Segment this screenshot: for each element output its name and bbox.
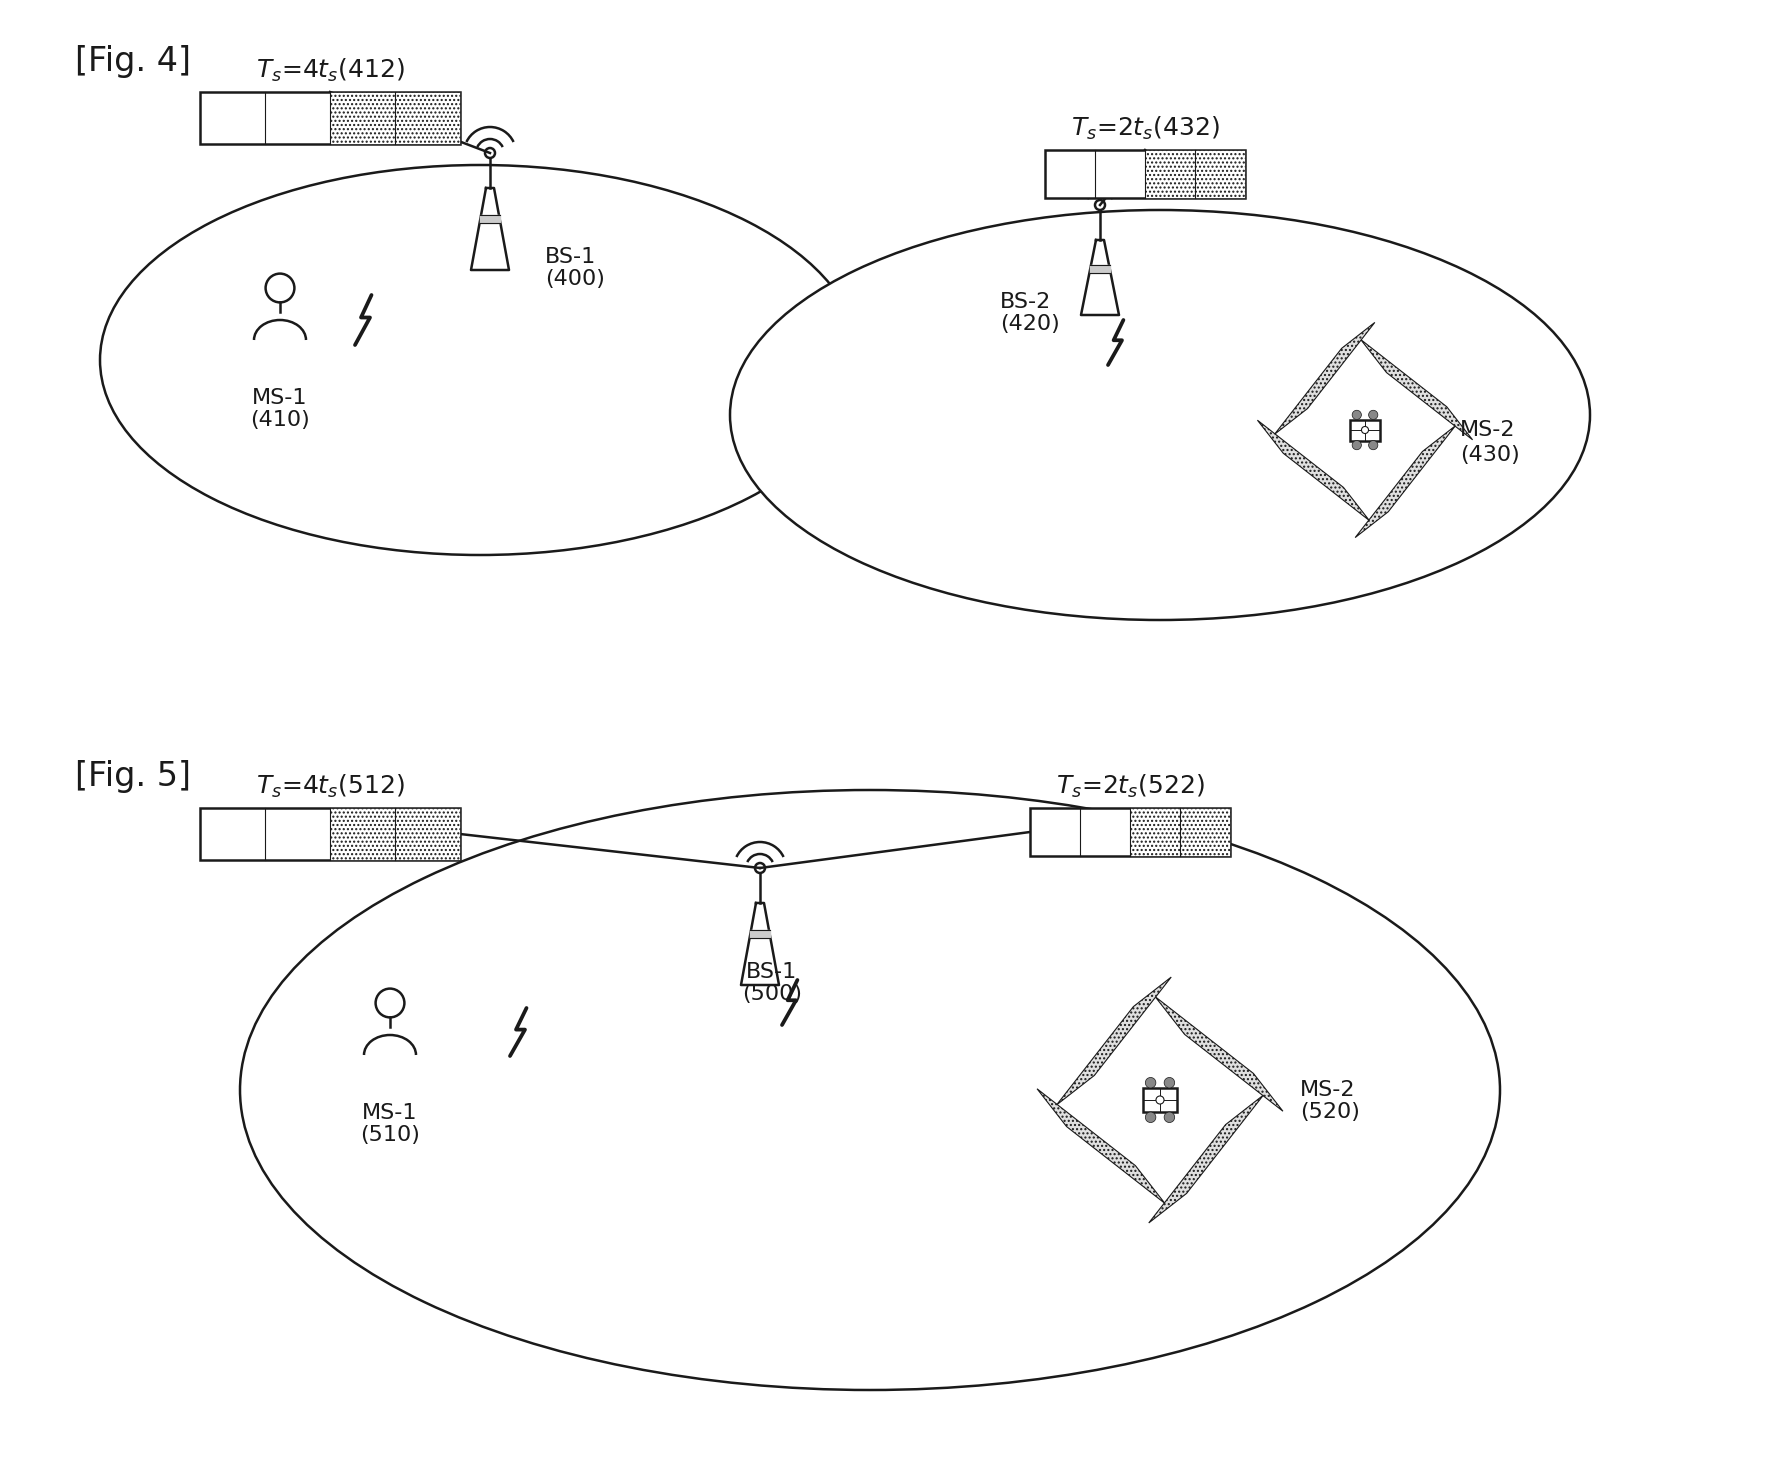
Bar <box>395 92 460 145</box>
Text: $T_s$=2$t_s$(522): $T_s$=2$t_s$(522) <box>1055 772 1204 800</box>
Text: $T_s$=2$t_s$(432): $T_s$=2$t_s$(432) <box>1071 115 1220 142</box>
Text: $T_s$=4$t_s$(412): $T_s$=4$t_s$(412) <box>255 57 404 85</box>
Text: (500): (500) <box>742 984 802 1004</box>
Circle shape <box>1368 441 1377 450</box>
Polygon shape <box>742 902 779 986</box>
Text: MS-1: MS-1 <box>253 388 308 407</box>
Polygon shape <box>1081 239 1119 315</box>
Bar <box>1044 150 1244 199</box>
Bar <box>200 807 460 860</box>
Bar <box>1143 1088 1177 1113</box>
Polygon shape <box>1149 1095 1264 1223</box>
Bar <box>329 92 395 145</box>
Polygon shape <box>1057 977 1172 1105</box>
Text: MS-2: MS-2 <box>1299 1080 1356 1099</box>
Polygon shape <box>1361 340 1473 439</box>
Bar <box>1145 150 1195 199</box>
Text: (420): (420) <box>1000 314 1060 334</box>
Circle shape <box>1361 426 1368 434</box>
Polygon shape <box>1156 997 1283 1111</box>
Text: (430): (430) <box>1460 445 1520 464</box>
Text: $T_s$=4$t_s$(512): $T_s$=4$t_s$(512) <box>255 772 404 800</box>
Circle shape <box>375 988 404 1018</box>
Circle shape <box>1352 410 1361 419</box>
Circle shape <box>1145 1113 1156 1123</box>
Text: BS-1: BS-1 <box>545 247 596 267</box>
Polygon shape <box>1037 1089 1165 1203</box>
Polygon shape <box>480 215 499 223</box>
Circle shape <box>485 147 496 158</box>
Text: MS-2: MS-2 <box>1460 420 1515 439</box>
Text: [Fig. 5]: [Fig. 5] <box>74 761 191 793</box>
Ellipse shape <box>729 210 1589 620</box>
Text: (520): (520) <box>1299 1102 1359 1121</box>
Bar <box>329 807 395 860</box>
Bar <box>1181 807 1230 856</box>
Ellipse shape <box>241 790 1499 1390</box>
Text: BS-1: BS-1 <box>747 962 798 983</box>
Polygon shape <box>1090 264 1110 273</box>
Text: BS-2: BS-2 <box>1000 292 1051 312</box>
Bar <box>1195 150 1244 199</box>
Text: (510): (510) <box>359 1126 419 1145</box>
Circle shape <box>1145 1077 1156 1088</box>
Circle shape <box>1368 410 1377 419</box>
Bar <box>1129 807 1181 856</box>
Polygon shape <box>471 188 510 270</box>
Polygon shape <box>1257 420 1370 521</box>
Text: MS-1: MS-1 <box>363 1102 418 1123</box>
Polygon shape <box>1274 323 1375 434</box>
Bar <box>1351 419 1379 441</box>
Ellipse shape <box>99 165 860 555</box>
Polygon shape <box>1356 426 1455 537</box>
Bar <box>1030 807 1230 856</box>
Bar <box>200 92 460 145</box>
Bar <box>395 807 460 860</box>
Text: [Fig. 4]: [Fig. 4] <box>74 45 191 77</box>
Text: (410): (410) <box>250 410 310 431</box>
Circle shape <box>1156 1096 1165 1104</box>
Text: (400): (400) <box>545 269 605 289</box>
Circle shape <box>1096 200 1104 210</box>
Circle shape <box>266 273 294 302</box>
Polygon shape <box>750 930 770 939</box>
Circle shape <box>1352 441 1361 450</box>
Circle shape <box>1165 1077 1175 1088</box>
Circle shape <box>1165 1113 1175 1123</box>
Circle shape <box>756 863 765 873</box>
